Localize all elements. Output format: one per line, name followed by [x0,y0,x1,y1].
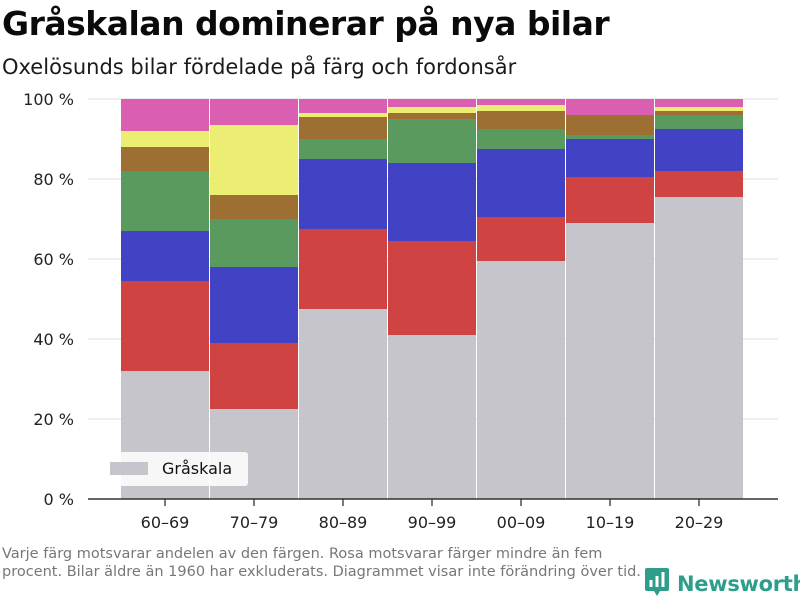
brand-logo[interactable]: Newsworthy [644,568,800,600]
bar-segment-grayscale-3 [388,335,476,499]
bar-segment-yellow-2 [299,113,387,117]
bar-segment-blue-1 [210,267,298,343]
y-tick-label: 40 % [33,330,74,349]
x-tick-label: 80–89 [319,513,368,532]
bar-segment-yellow-4 [477,105,565,111]
bar-chart-logo-icon [644,567,670,601]
bar-segment-grayscale-2 [299,309,387,499]
bar-segment-red-3 [388,241,476,335]
y-tick-label: 0 % [44,490,74,509]
bar-segment-yellow-6 [655,107,743,111]
axes: 0 % 20 % 40 % 60 % 80 % 100 % 60–69 70–79 80–89 9… [23,90,778,532]
bar-segment-red-5 [566,177,654,223]
bar-segment-brown-3 [388,113,476,119]
bar-segment-blue-6 [655,129,743,171]
y-tick-label: 80 % [33,170,74,189]
bar-segment-red-2 [299,229,387,309]
legend-swatch-grayscale [110,462,148,475]
bar-segment-blue-3 [388,163,476,241]
bar-segment-red-4 [477,217,565,261]
bar-segment-pink-3 [388,99,476,107]
bar-segment-green-5 [566,135,654,139]
bar-segments [121,99,743,499]
bar-segment-brown-2 [299,117,387,139]
bar-segment-pink-4 [477,99,565,105]
x-tick-label: 60–69 [141,513,190,532]
bar-segment-yellow-3 [388,107,476,113]
chart-title: Gråskalan dominerar på nya bilar [2,4,610,43]
bar-segment-blue-4 [477,149,565,217]
bar-segment-brown-0 [121,147,209,171]
stacked-bar-chart: 0 % 20 % 40 % 60 % 80 % 100 % 60–69 70–79 80–89 9… [23,90,778,532]
bar-segment-yellow-1 [210,125,298,195]
x-tick-label: 20–29 [675,513,724,532]
bar-segment-pink-5 [566,99,654,115]
bar-segment-pink-0 [121,99,209,131]
bar-segment-yellow-0 [121,131,209,147]
bar-segment-pink-6 [655,99,743,107]
bar-segment-pink-2 [299,99,387,113]
legend: Gråskala [100,452,248,486]
bar-segment-red-1 [210,343,298,409]
bar-segment-green-2 [299,139,387,159]
footnote: Varje färg motsvarar andelen av den färg… [2,546,641,580]
bar-segment-brown-4 [477,111,565,129]
x-tick-label: 10–19 [586,513,635,532]
x-tick-label: 90–99 [408,513,457,532]
bar-segment-brown-1 [210,195,298,219]
bar-segment-green-3 [388,119,476,163]
bar-segment-green-6 [655,115,743,129]
bar-segment-red-6 [655,171,743,197]
bar-segment-red-0 [121,281,209,371]
x-tick-label: 00–09 [497,513,546,532]
y-tick-label: 20 % [33,410,74,429]
y-tick-label: 60 % [33,250,74,269]
y-tick-label: 100 % [23,90,74,109]
bar-segment-brown-6 [655,111,743,115]
bar-segment-grayscale-5 [566,223,654,499]
bar-segment-blue-5 [566,139,654,177]
bar-segment-pink-1 [210,99,298,125]
bar-segment-grayscale-4 [477,261,565,499]
chart-subtitle: Oxelösunds bilar fördelade på färg och f… [2,55,517,79]
bar-segment-blue-2 [299,159,387,229]
bar-segment-green-4 [477,129,565,149]
bar-segment-green-1 [210,219,298,267]
brand-name: Newsworthy [677,572,800,596]
bar-segment-blue-0 [121,231,209,281]
legend-label-grayscale: Gråskala [162,459,232,478]
bar-segment-grayscale-6 [655,197,743,499]
bar-segment-green-0 [121,171,209,231]
x-tick-label: 70–79 [230,513,279,532]
bar-segment-brown-5 [566,115,654,135]
legend-box [100,452,248,486]
